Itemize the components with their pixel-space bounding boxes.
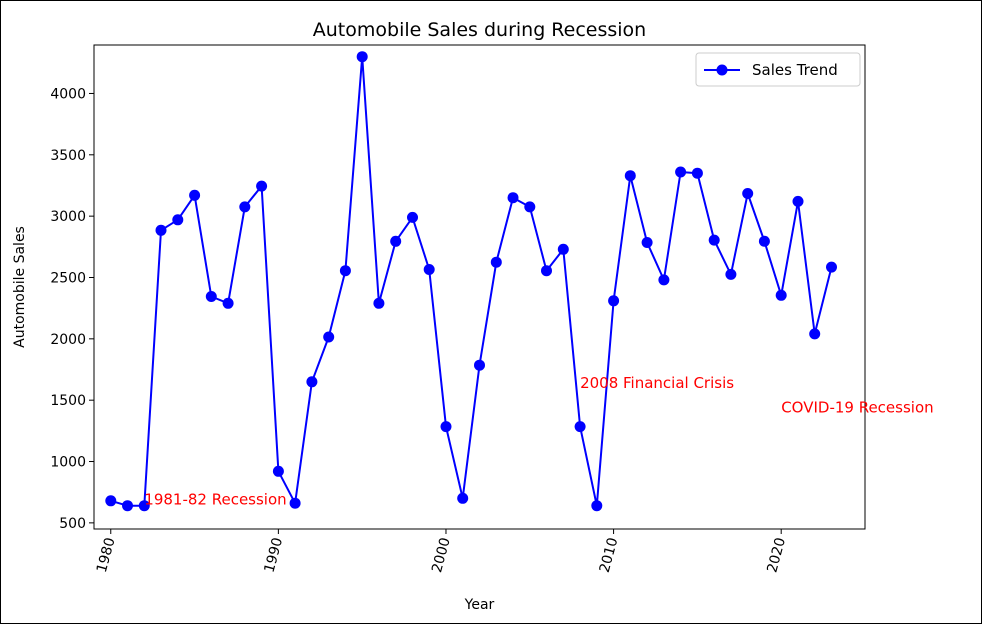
x-axis-label: Year [464, 597, 495, 613]
legend-marker [716, 64, 728, 76]
data-point [541, 265, 552, 277]
data-point [423, 264, 435, 275]
data-point [474, 359, 485, 371]
y-tick-label: 500 [59, 516, 86, 532]
data-point [742, 188, 754, 199]
chart-title: Automobile Sales during Recession [313, 19, 646, 41]
y-axis-label: Automobile Sales [12, 226, 28, 348]
data-point [608, 295, 620, 307]
annotation-label: COVID-19 Recession [781, 398, 933, 416]
data-point [457, 492, 469, 504]
y-tick-label: 4000 [50, 86, 86, 102]
annotations: 1981-82 Recession 2008 Financial Crisis CO… [144, 374, 933, 509]
data-point [557, 243, 569, 255]
data-point [189, 189, 201, 201]
data-point [289, 497, 301, 509]
data-point [239, 201, 251, 213]
data-point [490, 256, 502, 268]
y-tick-label: 2500 [50, 270, 86, 286]
x-tick-label: 2020 [764, 536, 789, 575]
data-point [407, 211, 418, 223]
data-point [826, 261, 837, 273]
data-point [591, 500, 603, 512]
x-tick-label: 2010 [597, 536, 622, 575]
x-tick-label: 1980 [94, 536, 119, 575]
data-point [256, 180, 268, 192]
data-point [138, 500, 150, 512]
data-point [172, 214, 184, 226]
x-tick-label: 2000 [429, 536, 454, 575]
data-point [691, 167, 703, 179]
y-tick-label: 3000 [50, 209, 86, 225]
series-layer [105, 51, 837, 512]
data-point [574, 421, 586, 433]
data-point [708, 234, 720, 246]
data-point [658, 274, 670, 286]
annotation-label: 2008 Financial Crisis [580, 374, 734, 392]
data-point [205, 291, 217, 302]
data-point [725, 268, 737, 280]
data-point [775, 289, 787, 301]
data-point [323, 331, 335, 343]
data-point [440, 421, 452, 433]
annotation-label: 1981-82 Recession [144, 490, 286, 508]
data-point [624, 170, 636, 182]
data-point [792, 195, 804, 207]
data-point [339, 265, 351, 277]
y-axis: 500 1000 1500 2000 2500 3000 3500 4000 [50, 86, 94, 532]
data-point [373, 297, 385, 309]
x-axis: 1980 1990 2000 2010 2020 [94, 529, 789, 574]
data-point [390, 235, 402, 247]
y-tick-label: 1500 [50, 393, 86, 409]
data-point [155, 224, 167, 236]
data-point [272, 465, 284, 477]
data-point [507, 192, 519, 204]
x-tick-label: 1990 [262, 536, 287, 575]
y-tick-label: 3500 [50, 148, 86, 164]
data-point [758, 235, 770, 247]
legend: Sales Trend [695, 52, 861, 87]
y-tick-label: 1000 [50, 455, 86, 471]
legend-box [695, 52, 861, 87]
data-point [809, 328, 821, 340]
data-point [122, 500, 133, 512]
data-point [675, 166, 687, 178]
data-point [641, 237, 653, 248]
legend-label: Sales Trend [752, 61, 838, 79]
y-tick-label: 2000 [50, 332, 86, 348]
data-point [105, 495, 117, 507]
plot-area [93, 44, 866, 530]
series-line [110, 55, 833, 507]
data-point [524, 201, 536, 213]
data-point [356, 51, 368, 63]
data-point [222, 297, 234, 309]
data-point [306, 376, 318, 388]
